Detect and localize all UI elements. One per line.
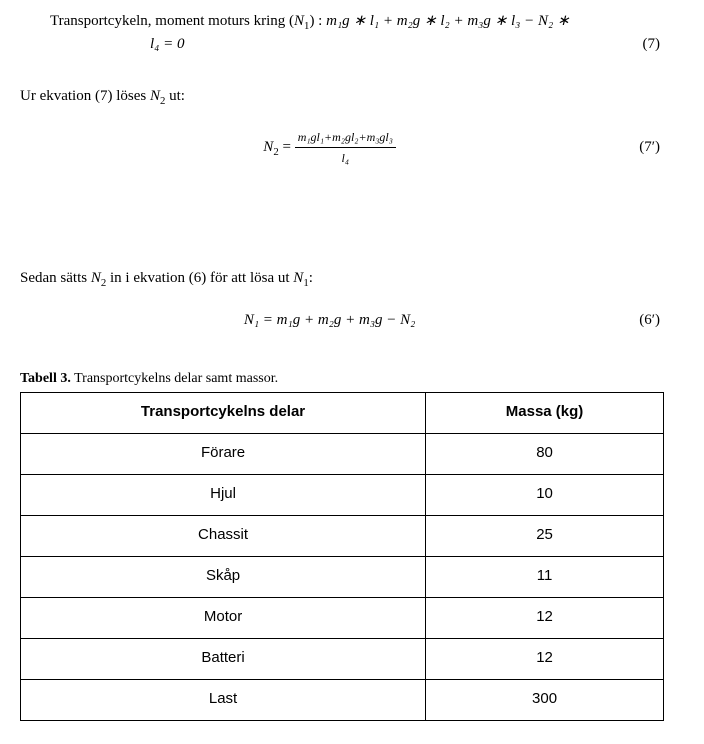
eq7p-content: N2 = m₁gl₁+m₂gl₂+m₃gl₃l₄	[20, 128, 639, 167]
table-cell-mass: 25	[426, 515, 664, 556]
table-header-part: Transportcykelns delar	[21, 392, 426, 433]
table-caption-bold: Tabell 3.	[20, 371, 71, 386]
eq7-prefix: Transportcykeln, moment moturs kring (	[50, 13, 294, 29]
spacer	[20, 197, 664, 237]
table-cell-part: Chassit	[21, 515, 426, 556]
table-caption-rest: Transportcykelns delar samt massor.	[71, 371, 278, 386]
eq7-n1-var: N	[294, 13, 304, 29]
para2-n2: N	[91, 270, 101, 286]
para1-b: ut:	[165, 88, 185, 104]
para1-n2: N	[150, 88, 160, 104]
table-cell-mass: 12	[426, 597, 664, 638]
table-row: Motor12	[21, 597, 664, 638]
eq7-number: (7)	[643, 33, 665, 56]
equation-7-prime: N2 = m₁gl₁+m₂gl₂+m₃gl₃l₄ (7′)	[20, 128, 664, 167]
paragraph-2: Sedan sätts N2 in i ekvation (6) för att…	[20, 267, 664, 290]
eq6p-content: N₁ = m₁g + m₂g + m₃g − N₂	[20, 309, 639, 332]
table-cell-part: Skåp	[21, 556, 426, 597]
table-cell-mass: 300	[426, 679, 664, 720]
equation-7: Transportcykeln, moment moturs kring (N1…	[20, 10, 664, 55]
para1-a: Ur ekvation (7) löses	[20, 88, 150, 104]
table-cell-part: Last	[21, 679, 426, 720]
eq7p-lhs-var: N	[263, 138, 273, 154]
table-caption: Tabell 3. Transportcykelns delar samt ma…	[20, 368, 664, 389]
eq6p-number: (6′)	[639, 309, 664, 332]
table-cell-part: Hjul	[21, 474, 426, 515]
eq7p-number: (7′)	[639, 136, 664, 159]
eq7p-denominator: l₄	[295, 148, 396, 167]
table-cell-mass: 10	[426, 474, 664, 515]
para2-a: Sedan sätts	[20, 270, 91, 286]
table-header-row: Transportcykelns delar Massa (kg)	[21, 392, 664, 433]
eq7p-fraction: m₁gl₁+m₂gl₂+m₃gl₃l₄	[295, 128, 396, 167]
table-cell-part: Batteri	[21, 638, 426, 679]
eq7-terms: m₁g ∗ l₁ + m₂g ∗ l₂ + m₃g ∗ l₃ − N₂ ∗	[326, 13, 569, 29]
eq7p-numerator: m₁gl₁+m₂gl₂+m₃gl₃	[295, 128, 396, 148]
table-cell-part: Motor	[21, 597, 426, 638]
table-row: Hjul10	[21, 474, 664, 515]
equation-6-prime: N₁ = m₁g + m₂g + m₃g − N₂ (6′)	[20, 309, 664, 332]
para2-c: :	[309, 270, 313, 286]
table-row: Last300	[21, 679, 664, 720]
equation-7-line1: Transportcykeln, moment moturs kring (N1…	[20, 10, 664, 33]
table-row: Skåp11	[21, 556, 664, 597]
table-cell-mass: 12	[426, 638, 664, 679]
eq7-l4: l₄ = 0	[150, 33, 185, 56]
table-row: Batteri12	[21, 638, 664, 679]
table-cell-part: Förare	[21, 433, 426, 474]
eq7p-eq: =	[279, 138, 295, 154]
table-row: Chassit25	[21, 515, 664, 556]
equation-7-line2: l₄ = 0 (7)	[20, 33, 664, 56]
para2-n1: N	[293, 270, 303, 286]
table-row: Förare80	[21, 433, 664, 474]
mass-table: Transportcykelns delar Massa (kg) Förare…	[20, 392, 664, 721]
table-cell-mass: 80	[426, 433, 664, 474]
table-header-mass: Massa (kg)	[426, 392, 664, 433]
eq7-after-n1: ) :	[309, 13, 326, 29]
paragraph-1: Ur ekvation (7) löses N2 ut:	[20, 85, 664, 108]
table-cell-mass: 11	[426, 556, 664, 597]
para2-b: in i ekvation (6) för att lösa ut	[106, 270, 293, 286]
